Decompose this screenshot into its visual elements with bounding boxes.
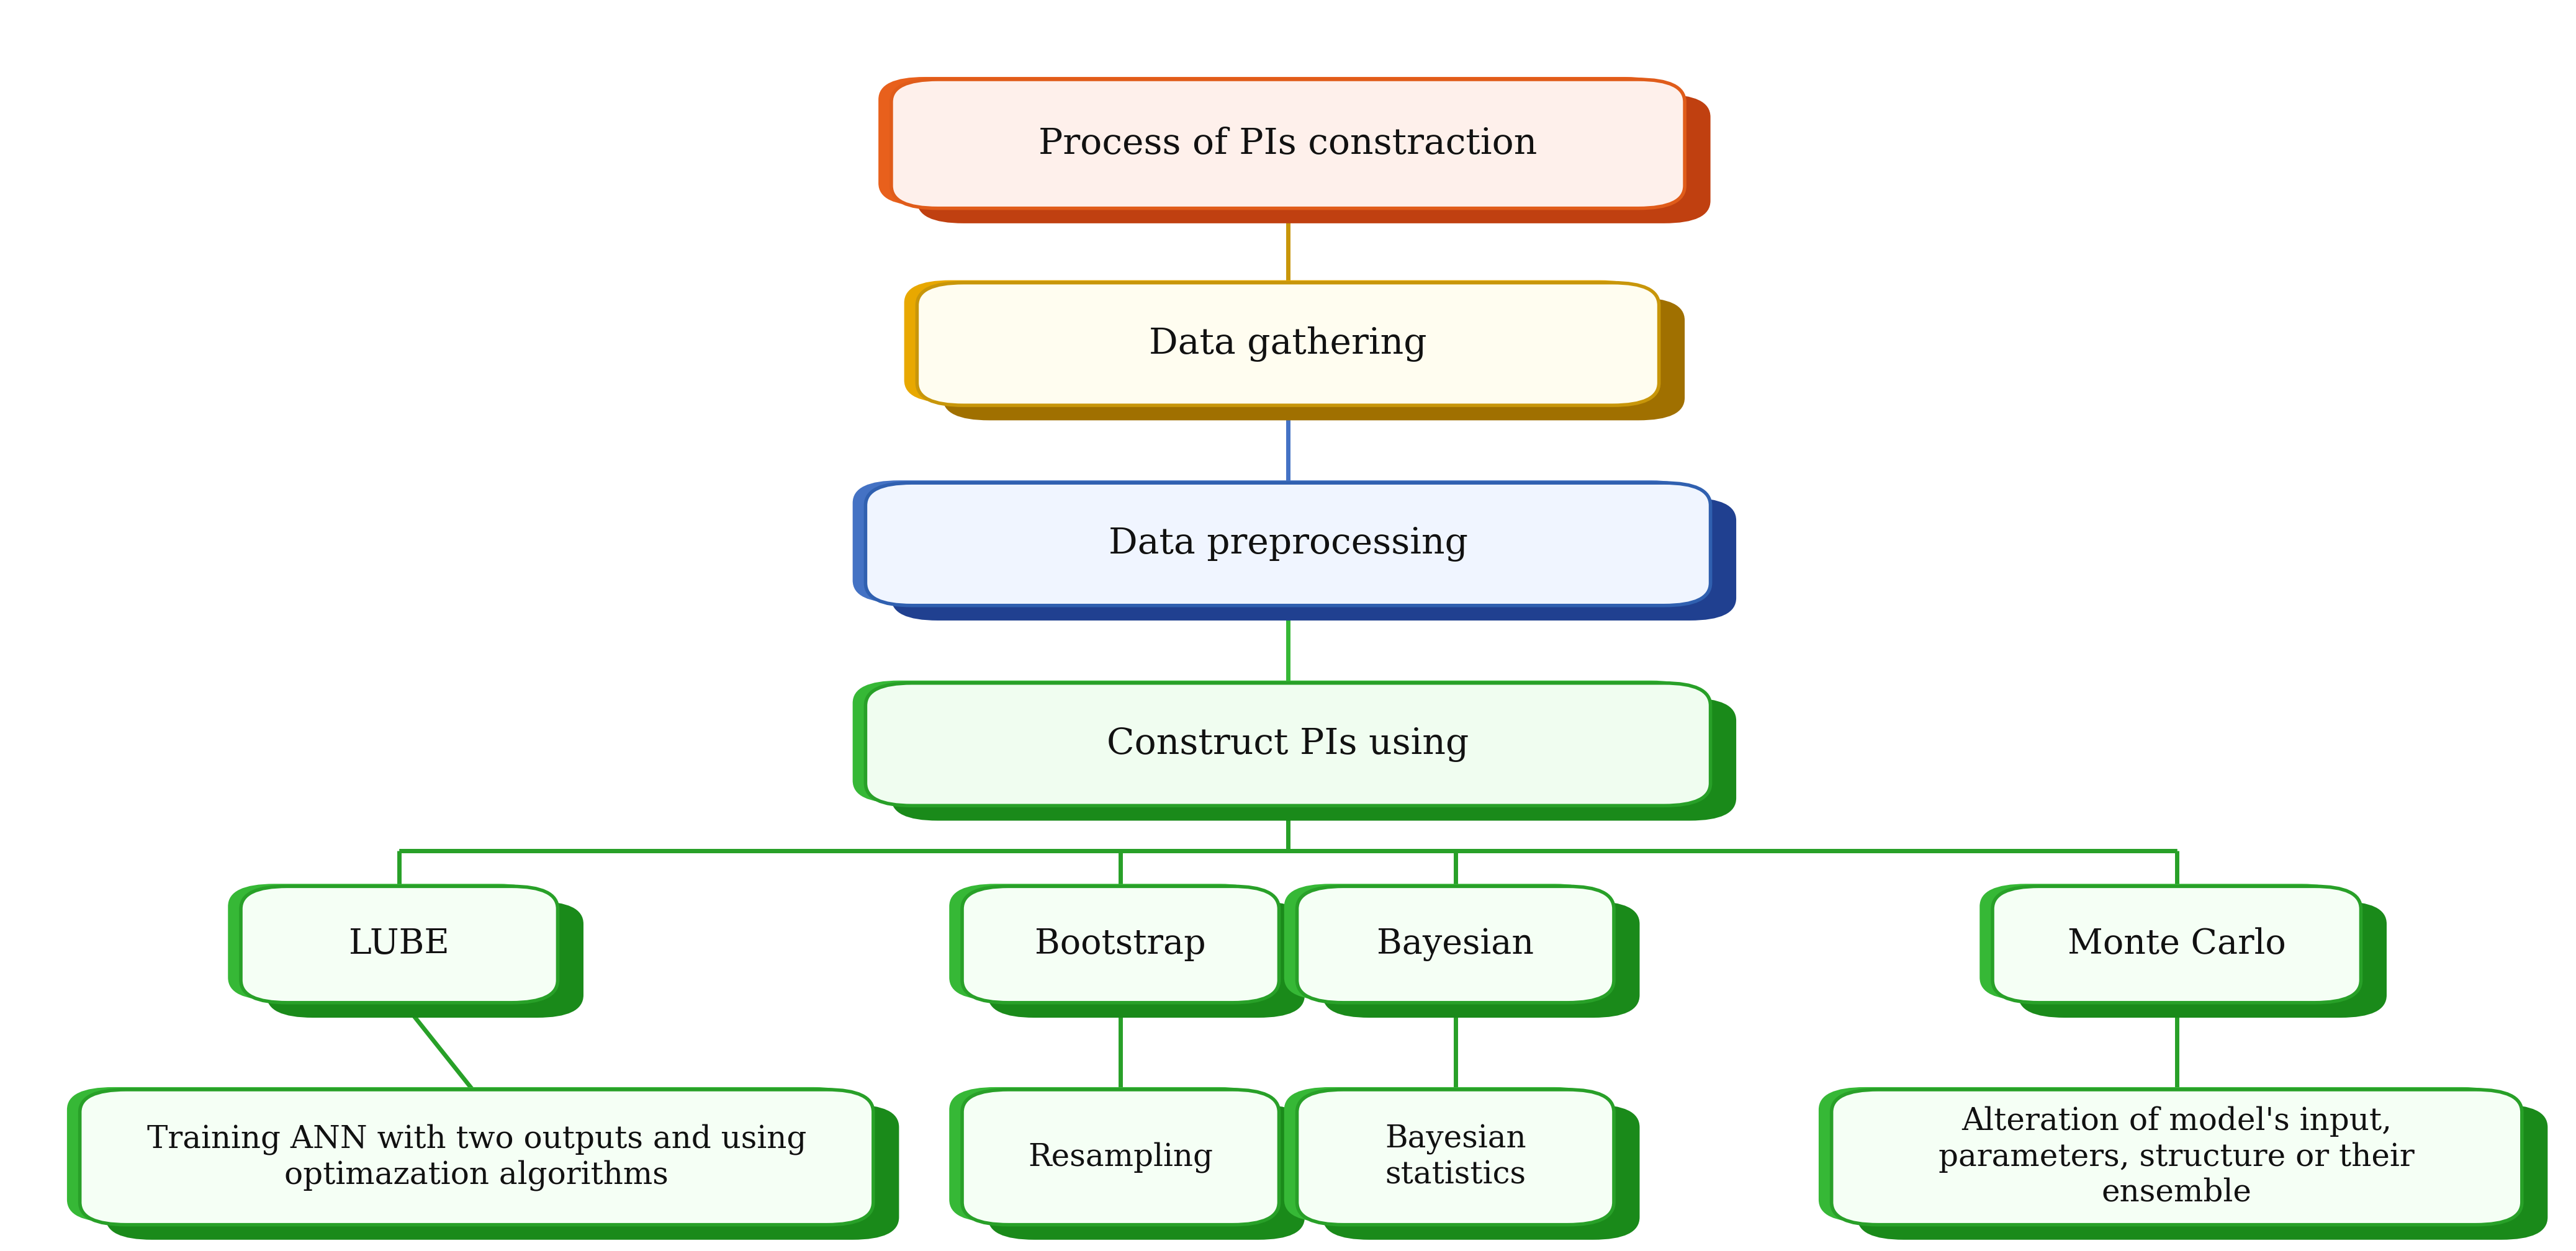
FancyBboxPatch shape	[989, 1105, 1303, 1240]
FancyBboxPatch shape	[891, 80, 1685, 209]
FancyBboxPatch shape	[227, 884, 546, 1001]
FancyBboxPatch shape	[948, 884, 1265, 1001]
Text: Data preprocessing: Data preprocessing	[1108, 527, 1468, 562]
FancyBboxPatch shape	[917, 95, 1710, 223]
FancyBboxPatch shape	[963, 886, 1278, 1003]
FancyBboxPatch shape	[878, 78, 1672, 206]
Text: Training ANN with two outputs and using
optimazation algorithms: Training ANN with two outputs and using …	[147, 1123, 806, 1191]
FancyBboxPatch shape	[1283, 884, 1600, 1001]
Text: Construct PIs using: Construct PIs using	[1108, 727, 1468, 762]
FancyBboxPatch shape	[853, 681, 1698, 803]
FancyBboxPatch shape	[1283, 1087, 1600, 1222]
Text: Bootstrap: Bootstrap	[1036, 927, 1206, 962]
FancyBboxPatch shape	[989, 901, 1303, 1018]
FancyBboxPatch shape	[106, 1105, 899, 1240]
FancyBboxPatch shape	[1819, 1087, 2509, 1222]
FancyBboxPatch shape	[866, 683, 1710, 806]
Text: Alteration of model's input,
parameters, structure or their
ensemble: Alteration of model's input, parameters,…	[1940, 1106, 2414, 1208]
FancyBboxPatch shape	[1832, 1090, 2522, 1225]
FancyBboxPatch shape	[80, 1090, 873, 1225]
Text: Resampling: Resampling	[1028, 1142, 1213, 1172]
FancyBboxPatch shape	[67, 1087, 860, 1222]
FancyBboxPatch shape	[1991, 886, 2360, 1003]
FancyBboxPatch shape	[943, 298, 1685, 420]
FancyBboxPatch shape	[268, 901, 582, 1018]
FancyBboxPatch shape	[853, 480, 1698, 603]
FancyBboxPatch shape	[917, 283, 1659, 405]
FancyBboxPatch shape	[904, 280, 1646, 403]
Text: Process of PIs constraction: Process of PIs constraction	[1038, 126, 1538, 161]
FancyBboxPatch shape	[2020, 901, 2385, 1018]
Text: Monte Carlo: Monte Carlo	[2069, 927, 2285, 962]
FancyBboxPatch shape	[948, 1087, 1265, 1222]
FancyBboxPatch shape	[963, 1090, 1278, 1225]
Text: Bayesian
statistics: Bayesian statistics	[1386, 1125, 1525, 1190]
FancyBboxPatch shape	[240, 886, 556, 1003]
FancyBboxPatch shape	[1978, 884, 2349, 1001]
FancyBboxPatch shape	[1321, 1105, 1638, 1240]
FancyBboxPatch shape	[891, 698, 1736, 821]
Text: Data gathering: Data gathering	[1149, 327, 1427, 362]
FancyBboxPatch shape	[1296, 1090, 1613, 1225]
Text: LUBE: LUBE	[348, 927, 451, 962]
FancyBboxPatch shape	[1296, 886, 1613, 1003]
FancyBboxPatch shape	[891, 498, 1736, 620]
Text: Bayesian: Bayesian	[1378, 927, 1533, 962]
FancyBboxPatch shape	[1857, 1105, 2548, 1240]
FancyBboxPatch shape	[1321, 901, 1638, 1018]
FancyBboxPatch shape	[866, 483, 1710, 605]
